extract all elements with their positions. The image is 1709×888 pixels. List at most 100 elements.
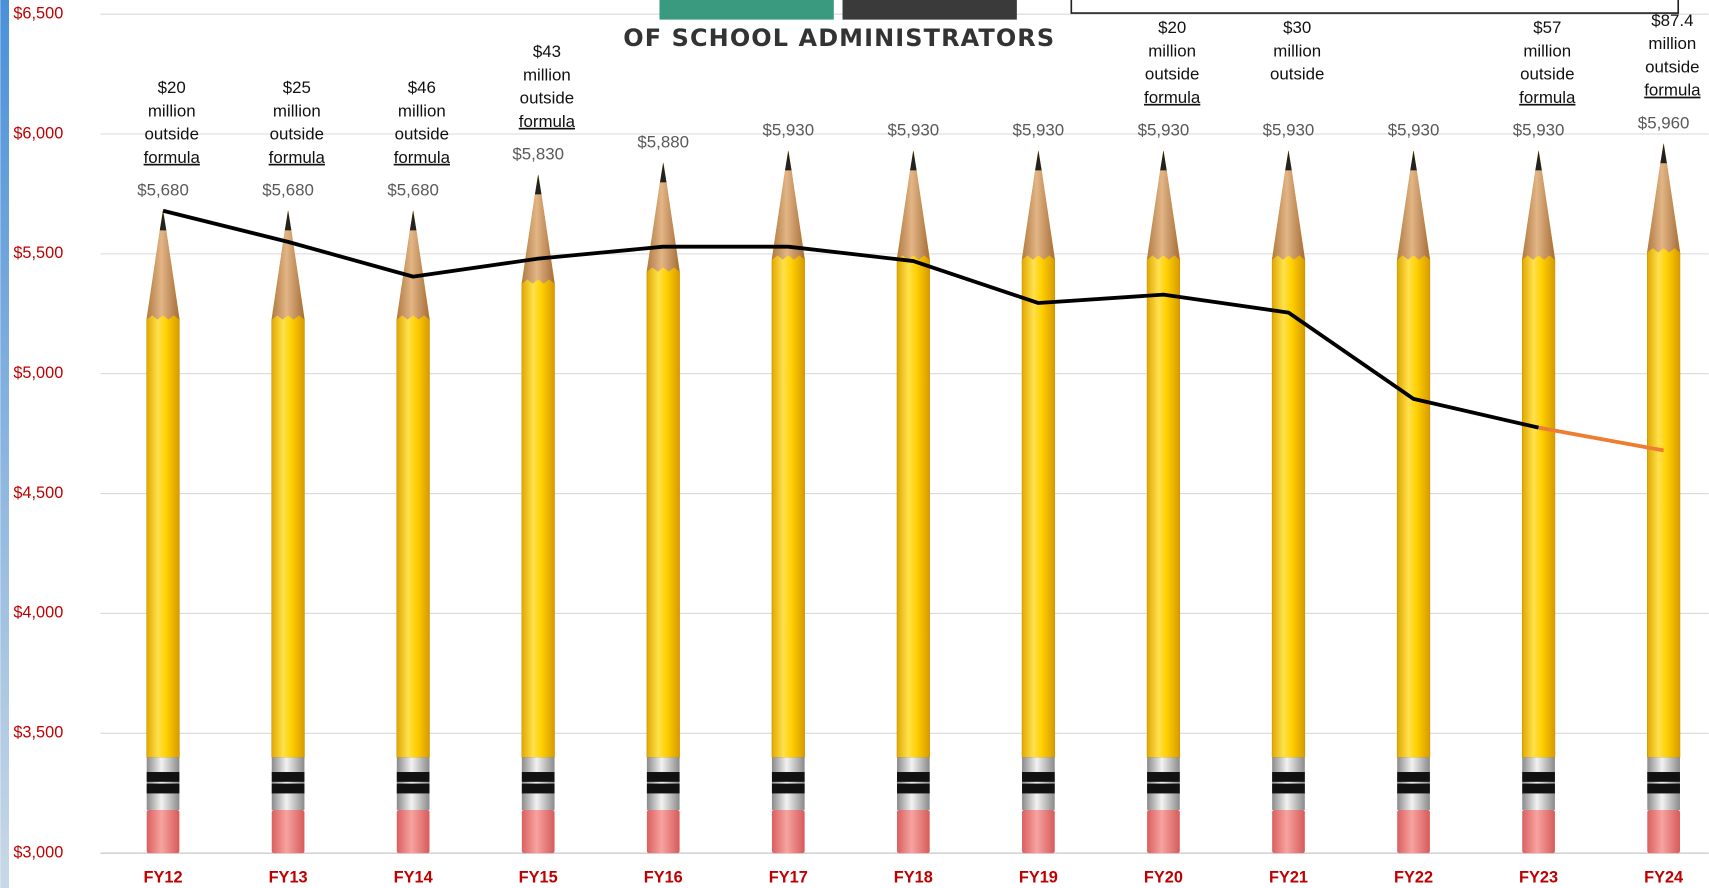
y-tick-label: $4,500 [13, 484, 63, 502]
y-tick-label: $4,000 [13, 604, 63, 622]
x-tick-label: FY23 [1519, 869, 1558, 887]
annotation: $20 [158, 78, 186, 97]
pencil-wood [771, 170, 805, 260]
ferrule-band [271, 783, 305, 794]
pencil-lead [659, 162, 667, 183]
ferrule-band [1522, 772, 1555, 782]
ferrule-band [1022, 783, 1055, 794]
pencil-wood [1147, 170, 1180, 260]
annotation: million [1648, 34, 1696, 53]
value-label: $5,830 [512, 145, 564, 164]
pencil-lead [534, 174, 542, 195]
pencil-eraser [1397, 809, 1430, 854]
value-label: $5,930 [1263, 121, 1315, 140]
value-label: $5,680 [262, 180, 314, 199]
pencil-eraser [1272, 809, 1305, 854]
annotation: formula [1519, 88, 1576, 107]
ferrule-band [521, 772, 555, 782]
annotation: formula [394, 148, 451, 167]
org-name: OF SCHOOL ADMINISTRATORS [623, 24, 1055, 52]
pencil-wood [896, 170, 930, 260]
pencil-eraser [1647, 809, 1680, 854]
value-label: $5,930 [1013, 121, 1065, 140]
ferrule-band [1397, 783, 1430, 794]
value-label: $5,880 [637, 133, 689, 152]
ferrule-band [1147, 783, 1180, 794]
annotation: million [523, 65, 571, 84]
annotation: million [148, 101, 196, 120]
ferrule-band [1397, 772, 1430, 782]
annotation: $46 [408, 78, 436, 97]
pencil-eraser [396, 809, 430, 854]
pencil-eraser [771, 809, 805, 854]
pencil-wood [1022, 170, 1055, 260]
x-tick-label: FY18 [894, 869, 933, 887]
ferrule-band [771, 783, 805, 794]
pencil-lead [284, 210, 292, 231]
ferrule-band [896, 772, 930, 782]
y-tick-label: $6,500 [13, 4, 63, 22]
x-tick-label: FY13 [269, 869, 308, 887]
annotation: $87.4 [1651, 11, 1693, 30]
trend-line [162, 208, 1540, 430]
pencil-eraser [1022, 809, 1055, 854]
annotation: formula [269, 148, 326, 167]
pencil-lead [1035, 150, 1042, 171]
ferrule-band [896, 783, 930, 794]
ferrule-band [1522, 783, 1555, 794]
pencil-eraser [521, 809, 555, 854]
pencil-eraser [1147, 809, 1180, 854]
annotation: outside [1145, 65, 1199, 84]
annotation: formula [1644, 81, 1701, 100]
ferrule-band [146, 783, 180, 794]
annotation: million [398, 101, 446, 120]
annotation: million [1148, 41, 1196, 60]
annotation: outside [1520, 65, 1574, 84]
trend-line [1538, 425, 1664, 453]
ferrule-band [1022, 772, 1055, 782]
logo-block [842, 0, 1017, 20]
ferrule-band [1647, 783, 1680, 794]
pencil-eraser [146, 809, 180, 854]
pencil-lead [1660, 143, 1667, 164]
pencil-wood [521, 194, 555, 284]
ferrule-band [771, 772, 805, 782]
x-tick-label: FY21 [1269, 869, 1308, 887]
annotation: outside [270, 125, 324, 144]
edge-bar [0, 0, 9, 888]
x-tick-label: FY14 [394, 869, 433, 887]
ferrule-band [646, 783, 680, 794]
pencil-eraser [271, 809, 305, 854]
value-label: $5,930 [1388, 121, 1440, 140]
pencil-lead [785, 150, 792, 171]
pencil-lead [1410, 150, 1417, 171]
annotation: formula [519, 112, 576, 131]
annotation: formula [1144, 88, 1201, 107]
pencil-lead [409, 210, 417, 231]
annotation: million [1273, 41, 1321, 60]
logo-block [659, 0, 834, 20]
annotation: outside [145, 125, 199, 144]
annotation: outside [520, 89, 574, 108]
pencil-wood [1272, 170, 1305, 260]
annotation: $25 [283, 78, 311, 97]
y-tick-label: $3,000 [13, 843, 63, 861]
pencil-lead [1285, 150, 1292, 171]
pencil-lead [910, 150, 917, 171]
pencil-wood [1647, 163, 1680, 253]
annotation: million [1523, 41, 1571, 60]
x-tick-label: FY24 [1644, 869, 1683, 887]
pencil-wood [646, 182, 680, 272]
ferrule-band [1272, 783, 1305, 794]
annotation: outside [1645, 57, 1699, 76]
note-box [1070, 0, 1680, 14]
annotation: $57 [1533, 18, 1561, 37]
pencil-lead [1535, 150, 1542, 171]
x-tick-label: FY20 [1144, 869, 1183, 887]
pencil-eraser [1522, 809, 1555, 854]
pencil-lead [159, 210, 167, 231]
x-tick-label: FY22 [1394, 869, 1433, 887]
annotation: formula [144, 148, 201, 167]
ferrule-band [1147, 772, 1180, 782]
